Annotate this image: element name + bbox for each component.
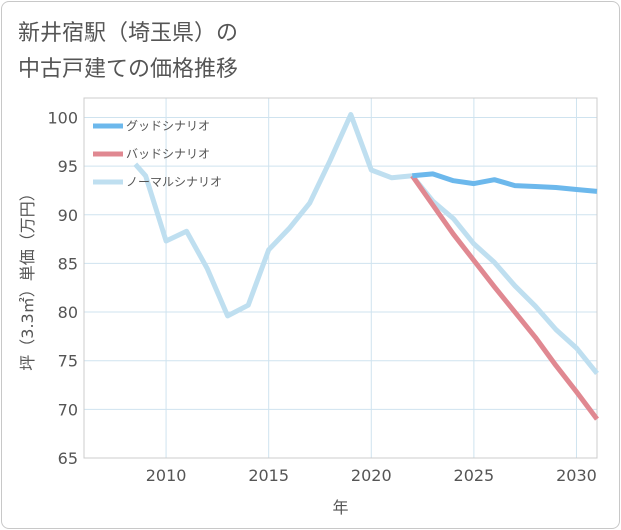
legend-label: グッドシナリオ	[126, 119, 210, 133]
x-tick-label: 2030	[556, 466, 597, 485]
series-line-0	[412, 171, 598, 194]
y-tick-label: 95	[58, 157, 78, 176]
legend-label: ノーマルシナリオ	[126, 175, 222, 189]
series-line-2	[133, 112, 599, 375]
series-layer	[133, 112, 599, 421]
y-tick-label: 75	[58, 352, 78, 371]
y-tick-label: 85	[58, 254, 78, 273]
plot-border	[83, 97, 598, 459]
y-tick-label: 90	[58, 206, 78, 225]
y-tick-label: 65	[58, 449, 78, 468]
tick-labels: 65 70 75 80 85 90 95 100 2010 2015 2020 2025 2030	[47, 108, 596, 485]
chart-title: 新井宿駅（埼玉県）の 中古戸建ての価格推移	[18, 16, 238, 88]
chart-title-line-2: 中古戸建ての価格推移	[18, 57, 239, 82]
y-axis-title: 坪（3.3㎡）単価（万円）	[18, 185, 37, 370]
x-tick-label: 2015	[248, 466, 289, 485]
x-tick-label: 2020	[351, 466, 392, 485]
y-tick-label: 100	[47, 108, 78, 127]
legend-label: バッドシナリオ	[126, 147, 210, 161]
series-line-1	[410, 174, 599, 421]
x-tick-label: 2010	[146, 466, 187, 485]
chart-title-line-1: 新井宿駅（埼玉県）の	[18, 21, 239, 46]
y-tick-label: 70	[58, 400, 78, 419]
x-axis-title: 年	[332, 498, 348, 517]
x-tick-label: 2025	[454, 466, 495, 485]
y-tick-label: 80	[58, 303, 78, 322]
